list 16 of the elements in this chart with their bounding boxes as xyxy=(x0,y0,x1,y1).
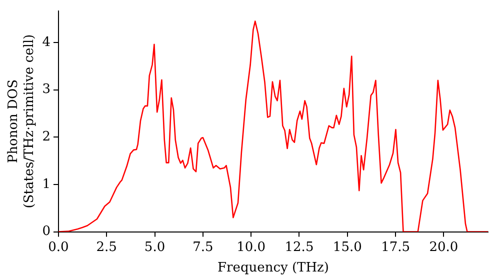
y-tick-label: 4 xyxy=(42,34,50,50)
x-axis-title: Frequency (THz) xyxy=(218,260,329,276)
x-tick-label: 15.0 xyxy=(332,240,362,255)
x-tick-label: 17.5 xyxy=(381,240,410,255)
x-tick-label: 0.0 xyxy=(48,240,69,255)
y-tick-label: 1 xyxy=(42,176,50,192)
y-tick-label: 2 xyxy=(42,130,50,145)
x-tick-label: 5.0 xyxy=(144,240,166,255)
y-tick-label: 3 xyxy=(42,82,50,98)
x-tick-label: 20.0 xyxy=(429,240,458,255)
y-axis-title: Phonon DOS (States/THz·primitive cell) xyxy=(6,34,37,208)
x-tick-label: 12.5 xyxy=(284,240,314,255)
x-tick-label: 2.5 xyxy=(96,240,117,255)
x-tick-label: 7.5 xyxy=(192,240,214,255)
y-tick-label: 0 xyxy=(42,224,50,240)
x-tick-label: 10.0 xyxy=(236,240,266,255)
